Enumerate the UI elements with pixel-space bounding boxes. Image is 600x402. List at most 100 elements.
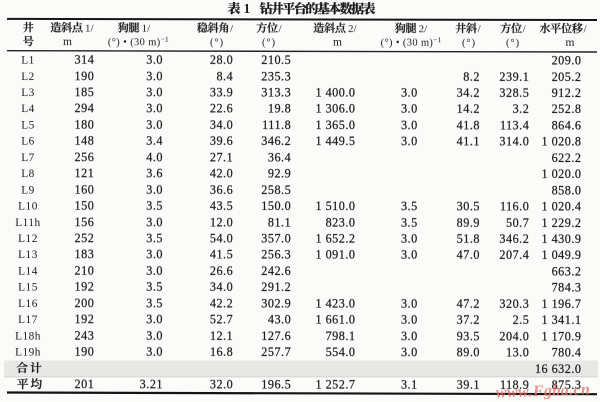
svg-text:185: 185: [75, 85, 95, 99]
svg-text:/: /: [523, 23, 527, 35]
svg-text:1 430.9: 1 430.9: [541, 232, 581, 246]
svg-text:3.6: 3.6: [146, 166, 163, 180]
svg-text:41.5: 41.5: [210, 248, 233, 262]
svg-text:3.0: 3.0: [401, 134, 418, 148]
svg-text:3.5: 3.5: [146, 296, 163, 310]
svg-text:242.6: 242.6: [261, 264, 291, 278]
svg-text:13.0: 13.0: [506, 345, 529, 359]
svg-text:16 632.0: 16 632.0: [535, 362, 582, 376]
svg-text:L9: L9: [21, 184, 35, 196]
svg-text:156: 156: [75, 215, 95, 229]
svg-text:43.5: 43.5: [210, 199, 233, 213]
svg-text:209.0: 209.0: [552, 54, 582, 68]
svg-text:L6: L6: [21, 136, 35, 148]
svg-text:302.9: 302.9: [261, 296, 291, 310]
svg-text:328.5: 328.5: [499, 86, 529, 100]
svg-text:291.2: 291.2: [261, 280, 291, 294]
svg-text:47.0: 47.0: [457, 248, 480, 262]
svg-text:L13: L13: [18, 249, 38, 261]
svg-text:210.5: 210.5: [261, 53, 291, 67]
svg-text:3.0: 3.0: [401, 297, 418, 311]
svg-text:m: m: [63, 36, 72, 48]
svg-text:200: 200: [75, 296, 95, 310]
svg-text:320.3: 320.3: [499, 297, 529, 311]
svg-text:1 661.0: 1 661.0: [315, 313, 355, 327]
svg-text:(°) • (30 m)−1: (°) • (30 m)−1: [381, 35, 442, 49]
svg-text:3.5: 3.5: [401, 199, 418, 213]
svg-text:42.0: 42.0: [210, 166, 233, 180]
svg-text:3.5: 3.5: [146, 280, 163, 294]
svg-text:1/: 1/: [85, 23, 94, 35]
svg-text:12.1: 12.1: [210, 329, 233, 343]
svg-text:258.5: 258.5: [261, 183, 291, 197]
svg-text:22.6: 22.6: [210, 102, 233, 116]
svg-text:256.3: 256.3: [261, 248, 291, 262]
svg-text:(°): (°): [506, 38, 520, 49]
svg-text:3.2: 3.2: [513, 102, 530, 116]
svg-text:554.0: 554.0: [326, 345, 356, 359]
svg-text:34.2: 34.2: [457, 86, 480, 100]
svg-text:190: 190: [75, 345, 95, 359]
svg-text:196.5: 196.5: [261, 377, 291, 391]
svg-text:36.6: 36.6: [210, 183, 233, 197]
svg-text:780.4: 780.4: [552, 345, 582, 359]
svg-text:3.21: 3.21: [140, 377, 163, 391]
svg-text:L5: L5: [21, 120, 35, 132]
svg-text:239.1: 239.1: [499, 70, 529, 84]
svg-text:313.3: 313.3: [261, 85, 291, 99]
svg-text:798.1: 798.1: [326, 329, 356, 343]
svg-text:784.3: 784.3: [552, 281, 582, 295]
svg-text:41.1: 41.1: [457, 134, 480, 148]
svg-text:864.6: 864.6: [552, 118, 582, 132]
svg-text:1 196.7: 1 196.7: [541, 297, 581, 311]
svg-text:294: 294: [75, 101, 95, 115]
svg-text:/: /: [478, 23, 482, 35]
svg-text:(°): (°): [262, 38, 276, 49]
svg-text:L18h: L18h: [15, 330, 41, 342]
svg-text:3.0: 3.0: [146, 118, 163, 132]
svg-text:1 423.0: 1 423.0: [315, 296, 355, 310]
svg-text:346.2: 346.2: [261, 134, 291, 148]
svg-text:150: 150: [75, 199, 95, 213]
svg-text:52.7: 52.7: [210, 312, 233, 326]
svg-text:L7: L7: [21, 152, 35, 164]
svg-text:2/: 2/: [419, 23, 429, 35]
svg-text:111.8: 111.8: [262, 118, 291, 132]
svg-text:1 510.0: 1 510.0: [315, 199, 355, 213]
svg-text:L14: L14: [18, 265, 38, 277]
svg-text:28.0: 28.0: [210, 53, 233, 67]
svg-text:m: m: [566, 37, 575, 49]
svg-text:L19h: L19h: [15, 347, 41, 359]
svg-text:14.2: 14.2: [457, 102, 480, 116]
svg-text:205.2: 205.2: [552, 70, 582, 84]
svg-text:314.0: 314.0: [499, 135, 529, 149]
svg-text:3.0: 3.0: [401, 102, 418, 116]
svg-text:204.0: 204.0: [499, 329, 529, 343]
svg-text:8.4: 8.4: [216, 69, 233, 83]
svg-text:32.0: 32.0: [210, 377, 233, 391]
svg-text:3.0: 3.0: [146, 312, 163, 326]
svg-text:3.5: 3.5: [146, 199, 163, 213]
svg-text:93.5: 93.5: [457, 329, 480, 343]
svg-text:823.0: 823.0: [326, 215, 356, 229]
svg-text:(°): (°): [462, 38, 476, 49]
svg-text:30.5: 30.5: [457, 199, 480, 213]
svg-text:1 020.8: 1 020.8: [541, 135, 581, 149]
svg-text:183: 183: [75, 247, 95, 261]
svg-text:3.0: 3.0: [401, 118, 418, 132]
svg-text:L11h: L11h: [15, 217, 40, 229]
svg-text:1: 1: [244, 1, 251, 16]
svg-text:3.0: 3.0: [401, 313, 418, 327]
svg-text:1 170.9: 1 170.9: [541, 329, 581, 343]
svg-text:42.2: 42.2: [210, 296, 233, 310]
svg-text:1 020.0: 1 020.0: [541, 167, 581, 181]
svg-text:2/: 2/: [348, 23, 358, 35]
svg-text:190: 190: [75, 69, 95, 83]
svg-text:257.7: 257.7: [261, 345, 291, 359]
svg-text:192: 192: [75, 280, 95, 294]
svg-text:L1: L1: [21, 55, 35, 67]
svg-text:1 341.1: 1 341.1: [541, 313, 581, 327]
svg-text:160: 160: [75, 182, 95, 196]
svg-text:L12: L12: [18, 233, 38, 245]
svg-text:3.0: 3.0: [146, 215, 163, 229]
